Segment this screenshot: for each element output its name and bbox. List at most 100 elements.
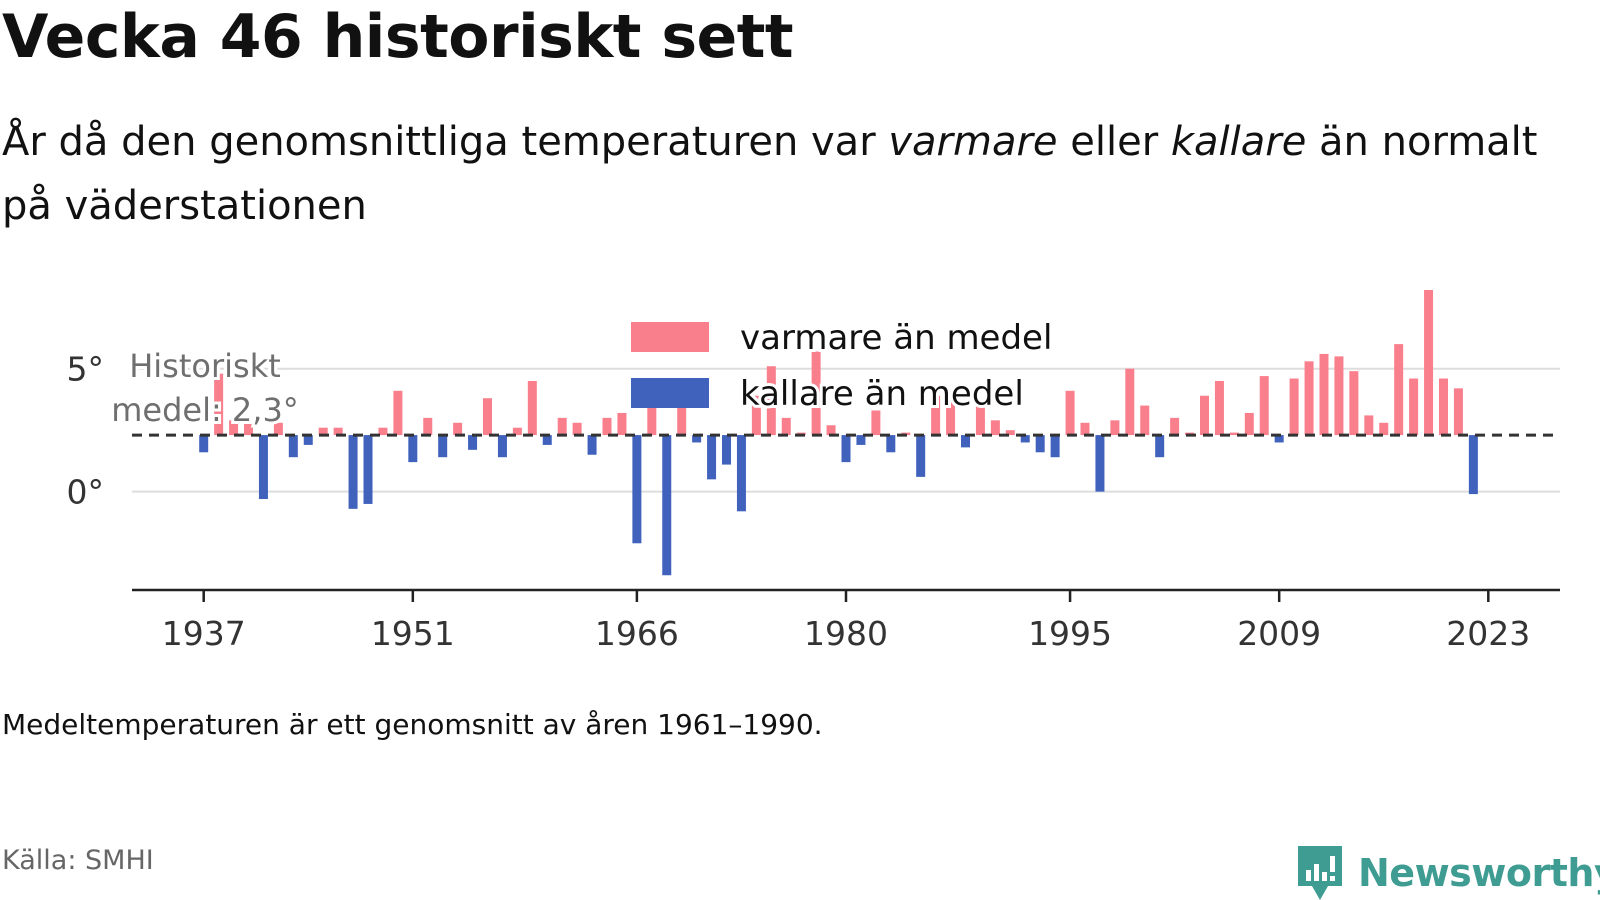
bar-1954 <box>453 422 463 436</box>
baseline-label-line1: Historiskt <box>129 347 281 385</box>
x-tick-label: 1951 <box>371 614 455 653</box>
bar-1995 <box>1065 390 1075 436</box>
x-tick-label: 1966 <box>595 614 679 653</box>
bar-1947 <box>348 435 358 509</box>
legend-warm-swatch <box>631 322 709 352</box>
bar-2001 <box>1155 435 1165 458</box>
bar-1942 <box>273 422 283 436</box>
bar-1956 <box>483 398 493 436</box>
bar-1965 <box>617 412 627 436</box>
x-tick-label: 2009 <box>1237 614 1321 653</box>
bar-1989 <box>975 400 985 436</box>
newsworthy-logo: Newsworthy <box>1294 842 1600 900</box>
bar-1943 <box>288 435 298 458</box>
bar-1957 <box>497 435 507 458</box>
bar-1944 <box>303 435 313 445</box>
bar-1988 <box>960 435 970 448</box>
newsworthy-logo-icon <box>1298 846 1342 900</box>
bar-1945 <box>318 427 328 436</box>
bar-2017 <box>1394 344 1404 436</box>
legend: varmare än medel kallare än medel <box>631 315 1055 417</box>
bar-1961 <box>557 417 567 436</box>
bar-1986 <box>931 395 941 436</box>
bar-1946 <box>333 427 343 436</box>
baseline-label-line2: medel: 2,3° <box>111 391 299 429</box>
bar-1974 <box>751 395 761 436</box>
bar-2009 <box>1274 435 1284 443</box>
bar-1959 <box>527 380 537 436</box>
bar-1953 <box>438 435 448 458</box>
bar-2018 <box>1409 378 1419 436</box>
bar-2012 <box>1319 353 1329 436</box>
bar-2008 <box>1259 376 1269 436</box>
y-tick-label: 0° <box>67 473 105 512</box>
x-tick-label: 1995 <box>1028 614 1112 653</box>
subtitle-part-1: År då den genomsnittliga temperaturen va… <box>2 119 889 165</box>
baseline-annotation: Historiskt medel: 2,3° <box>108 344 302 432</box>
chart-subtitle: År då den genomsnittliga temperaturen va… <box>2 110 1542 238</box>
bar-2011 <box>1304 361 1314 436</box>
subtitle-part-2: eller <box>1057 119 1171 165</box>
bar-2002 <box>1170 417 1180 436</box>
bar-1979 <box>826 425 836 436</box>
bar-1949 <box>378 427 388 436</box>
bar-1996 <box>1080 422 1090 436</box>
bar-2019 <box>1424 290 1434 436</box>
subtitle-warm-word: varmare <box>888 119 1058 165</box>
source-credit: Källa: SMHI <box>2 845 154 876</box>
bar-1975 <box>766 366 776 436</box>
bar-2010 <box>1289 378 1299 436</box>
footnote: Medeltemperaturen är ett genomsnitt av å… <box>2 708 823 741</box>
bar-1940 <box>244 422 254 436</box>
bar-2014 <box>1349 371 1359 436</box>
bar-1963 <box>587 435 597 455</box>
bar-2022 <box>1468 435 1478 495</box>
bar-1939 <box>229 420 239 436</box>
subtitle-part-3: än normalt på väderstationen <box>2 119 1538 229</box>
bar-1972 <box>722 435 732 465</box>
bar-1964 <box>602 417 612 436</box>
bar-1969 <box>677 395 687 436</box>
bar-1968 <box>662 435 672 576</box>
bar-2015 <box>1364 415 1374 436</box>
bar-chart: 1937 1951 1966 1980 1995 2009 2023 0° 5° Histor… <box>67 290 1560 653</box>
bar-1966 <box>632 435 642 544</box>
y-tick-label: 5° <box>67 350 105 389</box>
bar-1971 <box>707 435 717 480</box>
bar-2005 <box>1214 380 1224 436</box>
bar-1948 <box>363 435 373 504</box>
bar-1951 <box>408 435 418 463</box>
bar-2004 <box>1199 395 1209 436</box>
legend-cold-swatch <box>631 378 709 408</box>
bar-1998 <box>1110 420 1120 436</box>
bar-1958 <box>512 427 522 436</box>
bar-2013 <box>1334 356 1344 436</box>
bar-2016 <box>1379 422 1389 436</box>
bar-1978 <box>811 351 821 436</box>
bar-1999 <box>1125 368 1135 436</box>
bar-1962 <box>572 422 582 436</box>
bar-1981 <box>856 435 866 445</box>
bar-1992 <box>1020 435 1030 443</box>
subtitle-cold-word: kallare <box>1170 119 1307 165</box>
bar-1983 <box>886 435 896 453</box>
bar-2021 <box>1453 388 1463 436</box>
bar-2020 <box>1438 378 1448 436</box>
bar-1991 <box>1005 430 1015 436</box>
bar-1985 <box>916 435 926 477</box>
bar-1941 <box>258 435 268 500</box>
bar-1973 <box>736 435 746 512</box>
bar-1994 <box>1050 435 1060 458</box>
logo-wordmark: Newsworthy <box>1358 851 1600 895</box>
legend-cold-label: kallare än medel <box>740 374 1024 414</box>
bars <box>199 290 1478 576</box>
bar-2000 <box>1140 405 1150 436</box>
bar-1967 <box>647 395 657 436</box>
x-tick-label: 1980 <box>804 614 888 653</box>
bar-1987 <box>946 400 956 436</box>
bar-1997 <box>1095 435 1105 492</box>
bar-2007 <box>1244 412 1254 436</box>
x-tick-label: 1937 <box>162 614 246 653</box>
bar-1955 <box>468 435 478 450</box>
